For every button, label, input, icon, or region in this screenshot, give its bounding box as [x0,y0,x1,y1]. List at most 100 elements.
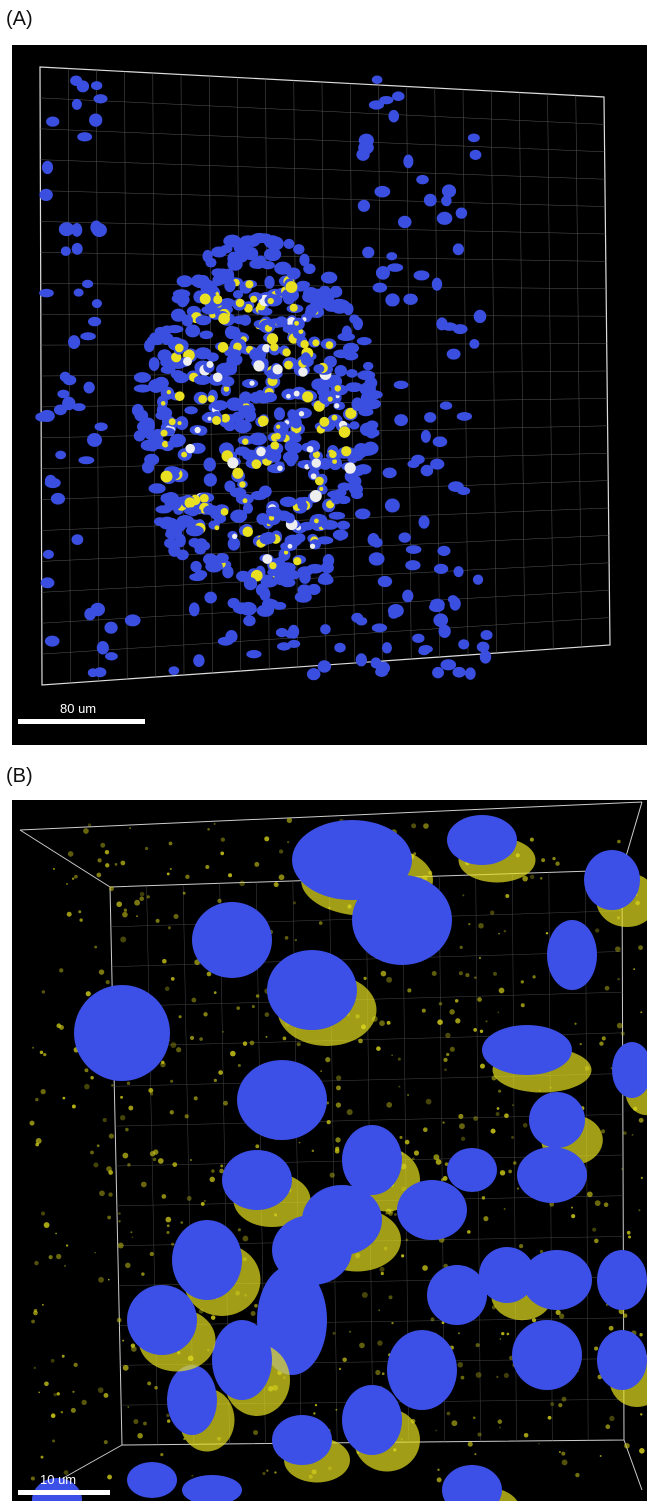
nucleus [261,578,278,588]
nucleus [512,1320,582,1390]
signal [285,936,289,940]
nucleus [285,440,298,452]
nucleus [386,252,397,260]
scale-bar-label: 80 um [60,701,96,716]
signal [105,863,109,867]
signal [178,421,182,425]
signal [203,1012,207,1016]
signal [242,438,248,444]
nucleus [440,401,452,409]
signal [334,385,340,391]
nucleus [434,564,448,574]
nucleus [273,602,286,610]
signal [490,911,494,915]
nucleus [382,642,392,653]
signal [638,1209,640,1211]
signal [363,977,366,980]
signal [56,1254,61,1259]
signal [150,1151,155,1156]
signal [558,1403,562,1407]
signal [621,1168,623,1170]
signal [594,1239,599,1244]
nucleus [39,289,54,298]
nucleus [318,576,334,586]
nucleus [412,634,424,643]
signal [72,1391,74,1393]
signal [605,1424,610,1429]
signal [398,1058,401,1061]
nucleus [440,659,456,670]
nucleus [275,316,287,327]
signal [40,1051,44,1055]
signal [147,895,150,898]
signal [123,1365,129,1371]
signal [170,1110,174,1114]
nucleus [77,132,92,141]
signal [310,544,315,549]
signal [198,395,207,404]
panel-label: (B) [6,765,33,788]
nucleus [190,561,201,572]
signal [254,1304,258,1308]
signal [106,980,110,984]
signal [236,299,245,308]
nucleus [267,950,357,1030]
signal [294,391,300,397]
nucleus [372,76,383,84]
signal [312,339,319,346]
signal [90,1151,94,1155]
nucleus [277,642,291,650]
signal [74,875,78,879]
nucleus [465,667,476,679]
nucleus [189,602,200,616]
signal [42,990,45,993]
nucleus [174,372,189,383]
nucleus [125,614,141,626]
signal [478,923,484,929]
nucleus [176,549,188,560]
nucleus [295,497,306,506]
signal [204,1200,206,1202]
nucleus [397,1180,467,1240]
nucleus [176,416,189,430]
signal [391,1054,393,1056]
signal [141,1272,144,1275]
signal [609,1416,614,1421]
signal [480,1064,485,1069]
signal [150,1252,154,1256]
signal [179,1015,182,1018]
nucleus [480,650,491,664]
signal [298,367,307,376]
nucleus [388,610,399,619]
signal [72,1105,76,1109]
signal [249,380,254,385]
signal [334,403,339,408]
signal [530,875,534,879]
nucleus [547,920,597,990]
nucleus [199,541,210,550]
nucleus [529,1092,585,1148]
signal [480,1030,483,1033]
signal [423,1127,428,1132]
signal [315,477,324,486]
nucleus [194,375,211,385]
signal [532,1318,536,1322]
signal [501,1332,504,1335]
nucleus [204,592,217,604]
nucleus [134,409,148,421]
signal [136,915,138,917]
nucleus [416,175,429,185]
signal [108,1279,110,1281]
signal [550,1402,554,1406]
nucleus [251,233,269,243]
nucleus [385,499,400,513]
nucleus [429,602,445,612]
signal [167,390,171,394]
signal [71,1408,76,1413]
nucleus [369,552,385,565]
signal [465,973,469,977]
signal [276,425,280,429]
signal [94,946,97,949]
nucleus [72,534,84,545]
nucleus [432,278,442,291]
